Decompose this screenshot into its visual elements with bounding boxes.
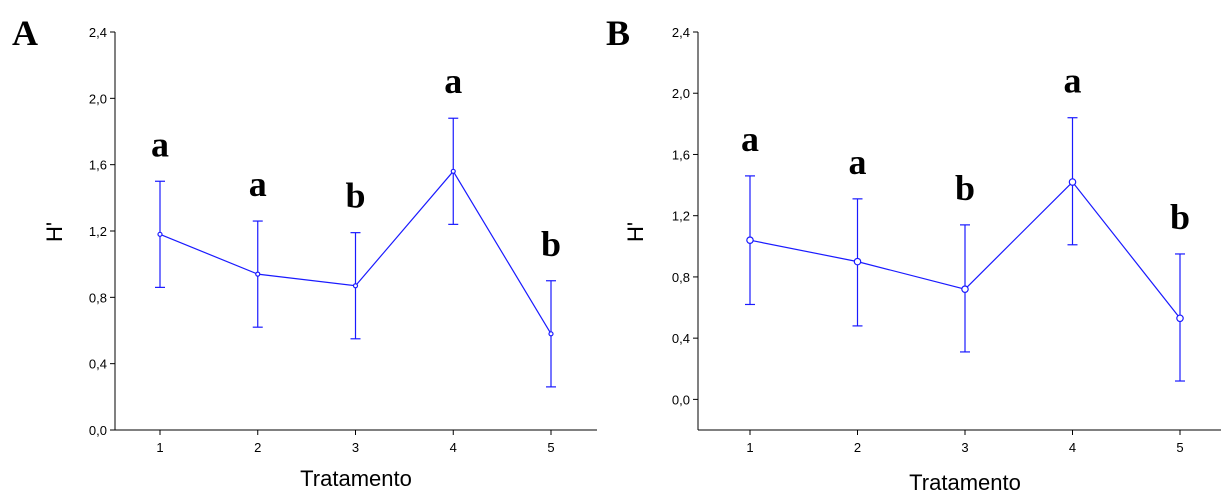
y-axis-title: H' [42, 222, 67, 242]
y-tick-label: 2,4 [89, 25, 107, 40]
y-tick-label: 2,0 [89, 91, 107, 106]
significance-letter: a [741, 119, 759, 159]
significance-letter: b [541, 224, 561, 264]
data-point [1176, 314, 1184, 323]
y-tick-label: 2,4 [672, 25, 690, 40]
y-tick-label: 0,4 [89, 357, 107, 372]
significance-letter: a [151, 124, 169, 164]
data-point [853, 257, 862, 266]
significance-letter: a [849, 142, 867, 182]
y-tick-label: 1,6 [89, 158, 107, 173]
data-point [255, 271, 261, 277]
x-tick-label: 2 [254, 440, 261, 455]
y-tick-label: 0,4 [672, 331, 690, 346]
x-tick-label: 3 [961, 440, 968, 455]
y-axis-title: H' [623, 222, 648, 242]
x-axis-title: Tratamento [909, 470, 1021, 495]
x-tick-label: 2 [854, 440, 861, 455]
data-point [1068, 178, 1077, 186]
panel-b: B 0,0 0,4 0,8 1,2 1,6 2,0 2,4 1 2 3 4 5 Tratamento H' a… [606, 13, 1221, 495]
data-point [961, 285, 969, 293]
y-tick-label: 0,8 [672, 270, 690, 285]
significance-letter: a [444, 61, 462, 101]
y-tick-label: 0,0 [672, 392, 690, 407]
x-tick-label: 4 [1069, 440, 1076, 455]
data-point [352, 283, 359, 289]
data-point [746, 236, 754, 244]
panel-letter: A [12, 13, 38, 53]
panel-letter: B [606, 13, 630, 53]
significance-letter: b [345, 176, 365, 216]
data-point [157, 231, 163, 237]
x-tick-label: 4 [450, 440, 457, 455]
panel-a: A 0,0 0,4 0,8 1,2 1,6 2,0 2,4 1 2 3 4 5 Tratamento H' a… [12, 13, 597, 491]
x-tick-label: 1 [746, 440, 753, 455]
y-tick-label: 2,0 [672, 86, 690, 101]
significance-letter: a [249, 164, 267, 204]
x-axis-title: Tratamento [300, 466, 412, 491]
x-tick-label: 1 [156, 440, 163, 455]
y-tick-label: 0,0 [89, 423, 107, 438]
y-tick-label: 1,2 [89, 224, 107, 239]
y-tick-label: 0,8 [89, 290, 107, 305]
x-tick-label: 5 [1176, 440, 1183, 455]
x-tick-label: 5 [547, 440, 554, 455]
significance-letter: a [1064, 61, 1082, 101]
y-tick-label: 1,6 [672, 147, 690, 162]
data-point [548, 331, 554, 337]
x-tick-label: 3 [352, 440, 359, 455]
y-tick-label: 1,2 [672, 209, 690, 224]
significance-letter: b [1170, 197, 1190, 237]
significance-letter: b [955, 168, 975, 208]
data-point [450, 168, 456, 174]
